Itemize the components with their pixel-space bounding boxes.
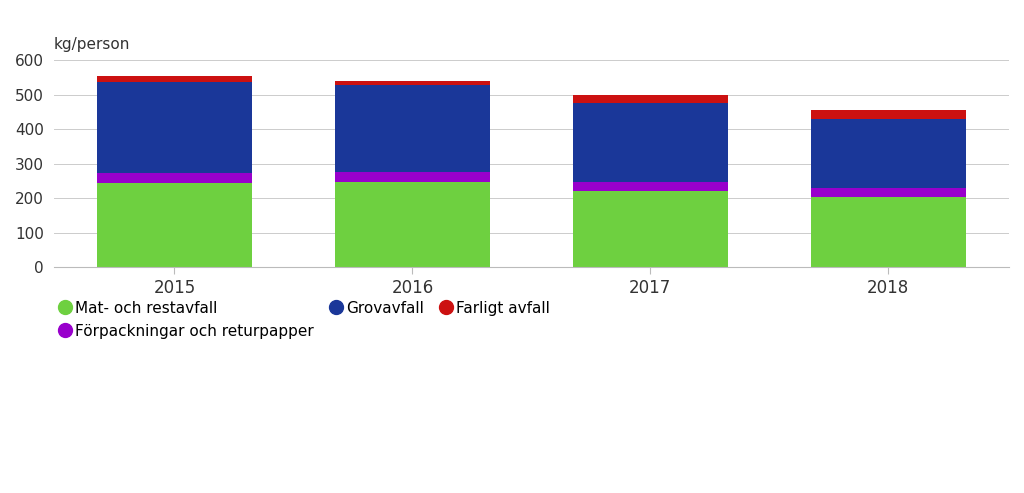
Bar <box>573 182 728 191</box>
Bar <box>811 197 966 267</box>
Bar <box>97 82 252 173</box>
Bar <box>573 103 728 182</box>
Bar <box>335 85 489 172</box>
Bar <box>335 81 489 85</box>
Bar <box>573 95 728 103</box>
Bar <box>97 183 252 267</box>
Bar <box>573 191 728 267</box>
Legend: Mat- och restavfall, Förpackningar och returpapper, Grovavfall, Farligt avfall: Mat- och restavfall, Förpackningar och r… <box>61 301 550 339</box>
Bar <box>811 119 966 187</box>
Bar <box>811 110 966 119</box>
Bar <box>335 172 489 182</box>
Bar <box>97 173 252 183</box>
Bar <box>335 182 489 267</box>
Bar <box>97 75 252 82</box>
Text: kg/person: kg/person <box>53 36 130 52</box>
Bar <box>811 187 966 197</box>
